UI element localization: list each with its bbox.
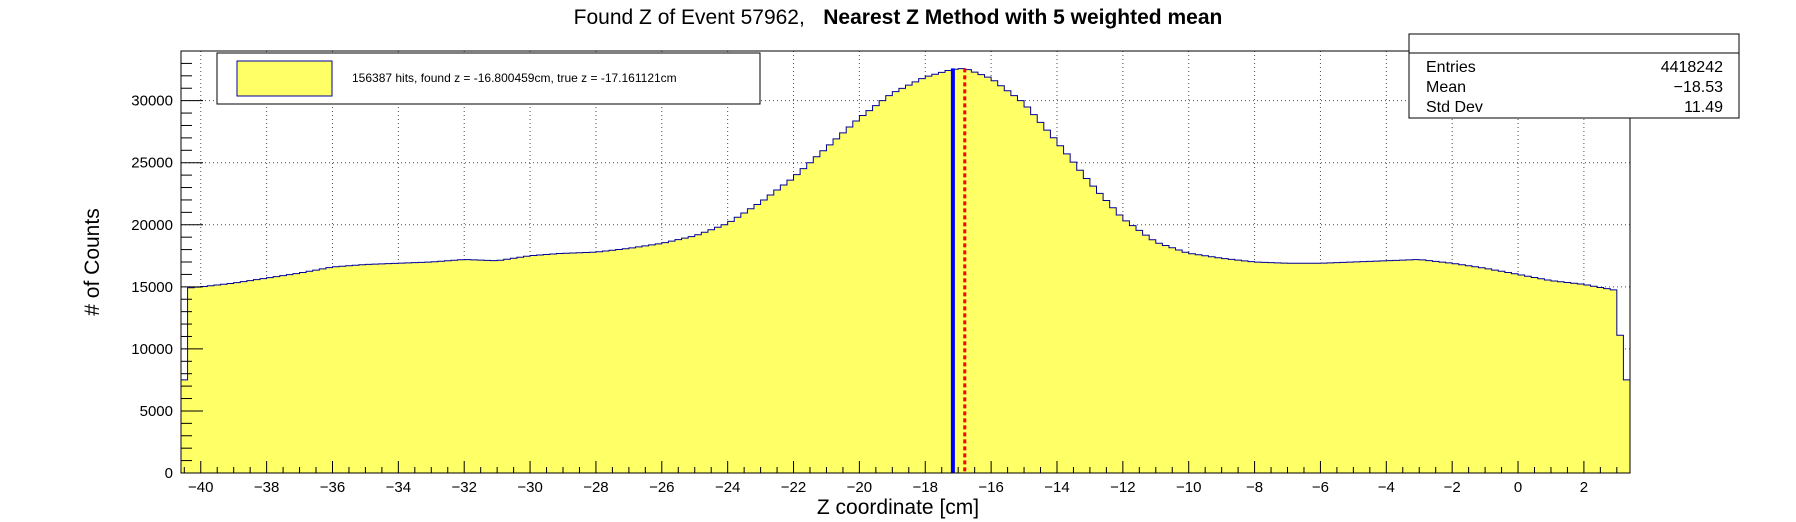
axis-layer: −40 −38 −36 −34 −32 −30 −28 −26 −24 −22 −20 −18 −16−… — [131, 50, 1618, 496]
stats-entries-label: Entries — [1426, 59, 1476, 76]
histogram-layer — [180, 68, 1631, 474]
stats-stddev-label: Std Dev — [1426, 99, 1483, 116]
x-axis-title: Z coordinate [cm] — [817, 496, 979, 519]
chart-title-normal: Found Z of Event 57962, — [574, 6, 805, 29]
y-tick-label: 0 — [165, 465, 173, 482]
x-tick-label: −16 — [978, 479, 1003, 496]
x-tick-label: −6 — [1312, 479, 1329, 496]
x-tick-label: −30 — [517, 479, 542, 496]
stats-stddev-value: 11.49 — [1684, 99, 1723, 116]
x-tick-label: −4 — [1378, 479, 1395, 496]
legend-swatch — [236, 60, 333, 97]
x-tick-label: −38 — [254, 479, 279, 496]
x-tick-label: −2 — [1444, 479, 1461, 496]
y-tick-label: 15000 — [131, 279, 173, 296]
stats-box-frame — [1408, 33, 1740, 119]
x-tick-label: −20 — [847, 479, 872, 496]
marker-layer — [950, 68, 967, 473]
x-tick-label: 2 — [1580, 479, 1588, 496]
x-tick-label: −26 — [649, 479, 674, 496]
x-tick-label: −18 — [913, 479, 938, 496]
chart-title-bold: Nearest Z Method with 5 weighted mean — [823, 6, 1222, 29]
y-tick-label: 30000 — [131, 93, 173, 110]
y-axis-title: # of Counts — [81, 208, 104, 315]
x-tick-label: −14 — [1044, 479, 1069, 496]
y-tick-label: 25000 — [131, 155, 173, 172]
stats-box: Entries 4418242 Mean −18.53 Std Dev 11.4… — [1408, 33, 1740, 119]
x-tick-label: −24 — [715, 479, 740, 496]
x-tick-label: −36 — [320, 479, 345, 496]
x-tick-label: −10 — [1176, 479, 1201, 496]
stats-mean-label: Mean — [1426, 79, 1466, 96]
x-tick-label: −34 — [386, 479, 411, 496]
x-tick-label: −12 — [1110, 479, 1135, 496]
x-tick-label: −22 — [781, 479, 806, 496]
x-tick-label: 0 — [1514, 479, 1522, 496]
stats-entries-value: 4418242 — [1661, 59, 1723, 76]
chart-title: Found Z of Event 57962, Nearest Z Method… — [574, 6, 1223, 29]
x-tick-label: −40 — [188, 479, 213, 496]
x-tick-label: −32 — [451, 479, 476, 496]
legend-entry-label: 156387 hits, found z = -16.800459cm, tru… — [352, 71, 677, 85]
x-tick-label: −8 — [1246, 479, 1263, 496]
stats-mean-value: −18.53 — [1674, 79, 1723, 96]
x-tick-label: −28 — [583, 479, 608, 496]
y-tick-label: 5000 — [140, 403, 173, 420]
y-tick-label: 10000 — [131, 341, 173, 358]
y-tick-label: 20000 — [131, 217, 173, 234]
histogram-bars — [180, 68, 1631, 474]
legend: 156387 hits, found z = -16.800459cm, tru… — [216, 52, 761, 105]
